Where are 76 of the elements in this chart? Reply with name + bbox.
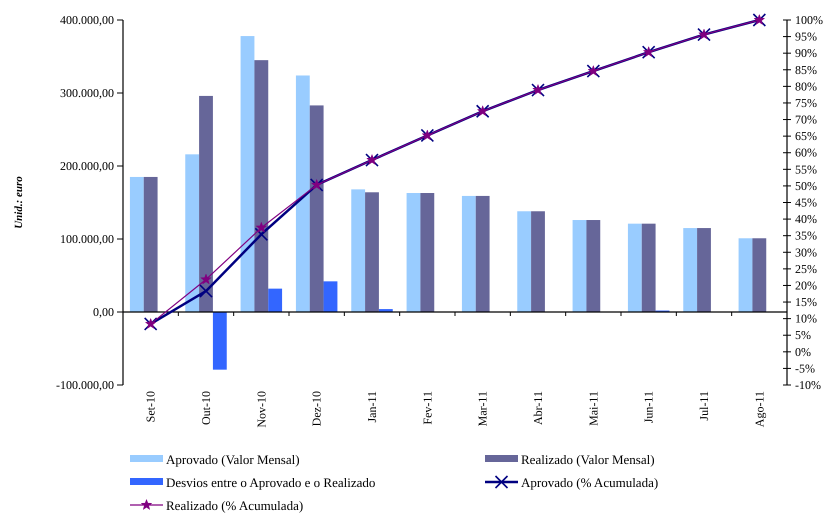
bar — [697, 228, 711, 312]
x-tick-label: Jul-11 — [697, 391, 711, 421]
bar — [268, 288, 282, 312]
x-tick-label: Dez-10 — [310, 391, 324, 426]
legend-label: Realizado (Valor Mensal) — [521, 452, 655, 467]
bar — [586, 220, 600, 312]
y2-tick-label: 10% — [795, 312, 817, 326]
bar — [365, 192, 379, 312]
y2-tick-label: 85% — [795, 62, 817, 77]
bar — [738, 238, 752, 312]
bar — [531, 211, 545, 312]
bar — [517, 211, 532, 312]
y2-tick-label: 60% — [795, 146, 817, 160]
bar — [324, 281, 338, 312]
bar — [144, 176, 158, 312]
bar — [199, 96, 213, 312]
bar — [752, 238, 766, 312]
point — [256, 222, 267, 232]
x-tick-label: Mar-11 — [476, 391, 490, 426]
y2-tick-label: 55% — [795, 162, 817, 176]
y-tick-label: 400.000,00 — [60, 13, 114, 27]
bar — [462, 196, 476, 312]
x-tick-label: Ago-11 — [752, 391, 766, 428]
y2-tick-label: 40% — [795, 212, 817, 226]
bar — [130, 176, 144, 312]
bar — [351, 189, 366, 312]
x-tick-label: Jan-11 — [365, 391, 379, 423]
bar — [185, 154, 200, 312]
bar — [254, 60, 268, 312]
y-axis-title: Unid.: euro — [13, 176, 25, 229]
y2-tick-label: -5% — [795, 361, 815, 376]
legend-label: Realizado (% Acumulada) — [166, 498, 304, 513]
y-tick-label: 300.000,00 — [60, 86, 114, 100]
y2-tick-label: 0% — [795, 344, 811, 359]
y2-tick-label: 20% — [795, 278, 817, 292]
y2-tick-label: 90% — [795, 46, 817, 60]
x-tick-label: Set-10 — [144, 391, 158, 422]
legend-label: Desvios entre o Aprovado e o Realizado — [166, 475, 376, 490]
y2-tick-label: 45% — [795, 196, 817, 210]
y-tick-label: 0,00 — [93, 305, 114, 319]
y2-tick-label: 30% — [795, 245, 817, 260]
y2-tick-label: 65% — [795, 129, 817, 144]
bar — [420, 193, 434, 312]
bar — [683, 228, 698, 312]
x-tick-label: Out-10 — [199, 391, 213, 425]
x-tick-label: Mai-11 — [586, 391, 600, 426]
x-tick-label: Jun-11 — [642, 391, 656, 424]
bar — [406, 193, 420, 312]
x-tick-label: Nov-10 — [254, 391, 268, 428]
y-tick-label: 200.000,00 — [60, 159, 114, 173]
bar — [240, 36, 254, 312]
y2-tick-label: 100% — [795, 13, 823, 27]
y-tick-label: -100.000,00 — [56, 378, 114, 392]
legend-label: Aprovado (% Acumulada) — [521, 475, 658, 490]
y2-tick-label: 25% — [795, 262, 817, 276]
y-tick-label: 100.000,00 — [60, 232, 114, 246]
bar — [628, 224, 642, 312]
bar — [642, 224, 656, 312]
y2-tick-label: 5% — [795, 328, 811, 342]
y2-tick-label: 70% — [795, 112, 817, 127]
y2-tick-label: 50% — [795, 178, 817, 193]
legend-label: Aprovado (Valor Mensal) — [166, 452, 300, 467]
bar — [212, 312, 227, 370]
point — [200, 274, 212, 284]
y2-tick-label: -10% — [795, 378, 821, 392]
x-tick-label: Abr-11 — [531, 391, 545, 425]
y2-tick-label: 35% — [795, 228, 817, 243]
y2-tick-label: 15% — [795, 295, 817, 310]
bar — [476, 196, 490, 312]
y2-tick-label: 80% — [795, 79, 817, 94]
bar — [572, 220, 586, 312]
bar — [296, 75, 310, 312]
y2-tick-label: 75% — [795, 96, 817, 110]
y2-tick-label: 95% — [795, 30, 817, 44]
bar — [310, 105, 324, 312]
x-tick-label: Fev-11 — [420, 391, 434, 425]
